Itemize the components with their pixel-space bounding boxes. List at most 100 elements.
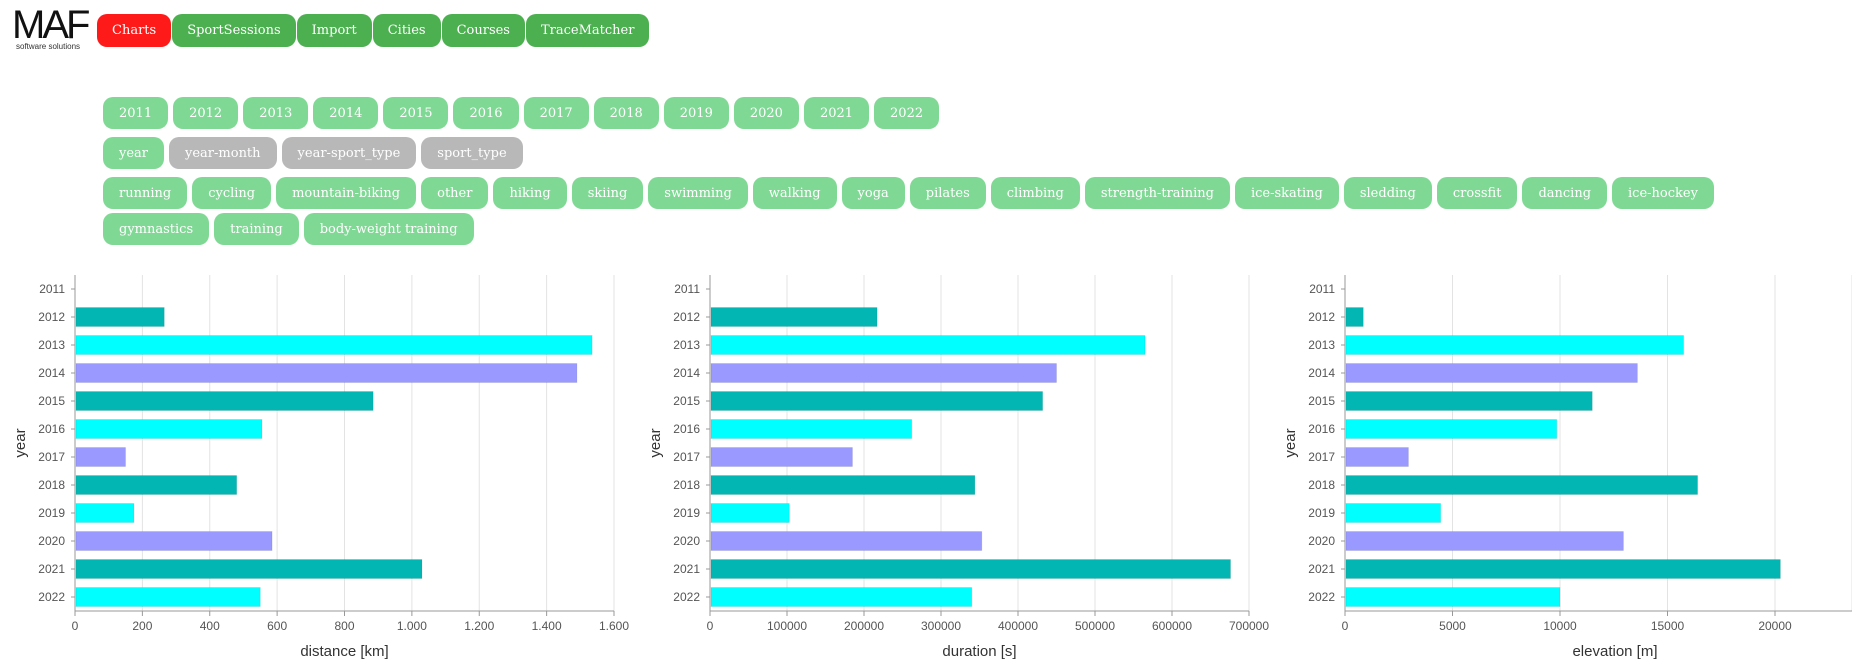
- bar-2022[interactable]: [710, 587, 973, 607]
- bar-2012[interactable]: [710, 307, 878, 327]
- year-filter-2016[interactable]: 2016: [453, 97, 519, 129]
- y-tick-label: 2019: [673, 506, 700, 520]
- nav-cities-button[interactable]: Cities: [372, 14, 441, 47]
- bar-2020[interactable]: [1345, 531, 1624, 551]
- bar-2021[interactable]: [1345, 559, 1781, 579]
- x-axis-title: distance [km]: [300, 643, 388, 660]
- bar-2019[interactable]: [1345, 503, 1442, 523]
- bar-2017[interactable]: [710, 447, 853, 467]
- sport-filter-ice-skating[interactable]: ice-skating: [1234, 177, 1339, 209]
- nav-sportsessions-button[interactable]: SportSessions: [172, 14, 296, 47]
- bar-2018[interactable]: [710, 475, 976, 495]
- sport-type-filter-row: running cycling mountain-biking other hiking…: [103, 177, 1803, 249]
- bar-2018[interactable]: [75, 475, 238, 495]
- y-tick-label: 2014: [38, 366, 65, 380]
- year-filter-2018[interactable]: 2018: [593, 97, 659, 129]
- year-filter-2012[interactable]: 2012: [173, 97, 239, 129]
- bar-2017[interactable]: [75, 447, 127, 467]
- bar-2020[interactable]: [710, 531, 983, 551]
- sport-filter-pilates[interactable]: pilates: [909, 177, 986, 209]
- nav-import-button[interactable]: Import: [296, 14, 372, 47]
- grouping-sport-type[interactable]: sport_type: [421, 137, 523, 169]
- bar-2018[interactable]: [1345, 475, 1699, 495]
- bar-2016[interactable]: [710, 419, 913, 439]
- year-filter-2014[interactable]: 2014: [313, 97, 379, 129]
- sport-filter-cycling[interactable]: cycling: [192, 177, 272, 209]
- bar-2016[interactable]: [75, 419, 263, 439]
- grouping-year-month[interactable]: year-month: [169, 137, 277, 169]
- x-tick-label: 1.600: [599, 619, 629, 633]
- sport-filter-strength-training[interactable]: strength-training: [1084, 177, 1230, 209]
- sport-filter-training[interactable]: training: [214, 213, 299, 245]
- sport-filter-ice-hockey[interactable]: ice-hockey: [1612, 177, 1714, 209]
- x-tick-label: 200: [132, 619, 152, 633]
- bar-2019[interactable]: [710, 503, 790, 523]
- sport-filter-yoga[interactable]: yoga: [841, 177, 905, 209]
- bar-2013[interactable]: [1345, 335, 1685, 355]
- grouping-year[interactable]: year: [103, 137, 165, 169]
- bar-2015[interactable]: [710, 391, 1044, 411]
- bar-2015[interactable]: [1345, 391, 1593, 411]
- year-filter-2013[interactable]: 2013: [243, 97, 309, 129]
- bar-2021[interactable]: [710, 559, 1232, 579]
- year-filter-2021[interactable]: 2021: [803, 97, 870, 129]
- top-bar: MAF software solutions Charts SportSessio…: [0, 0, 1852, 60]
- bar-2014[interactable]: [1345, 363, 1638, 383]
- y-tick-label: 2016: [673, 422, 700, 436]
- sport-filter-mountain-biking[interactable]: mountain-biking: [276, 177, 417, 209]
- x-tick-label: 1.200: [464, 619, 494, 633]
- sport-filter-climbing[interactable]: climbing: [990, 177, 1080, 209]
- x-tick-label: 600000: [1152, 619, 1192, 633]
- bar-2017[interactable]: [1345, 447, 1409, 467]
- x-tick-label: 500000: [1075, 619, 1115, 633]
- y-tick-label: 2015: [1308, 394, 1335, 408]
- y-tick-label: 2011: [1309, 282, 1335, 296]
- chart-duration: 2011 2012 2013 2014 2015 2016 2017 2018 2019 2020…: [647, 275, 1269, 660]
- x-tick-label: 5000: [1439, 619, 1466, 633]
- year-filter-2017[interactable]: 2017: [523, 97, 589, 129]
- chart-distance: 2011 2012 2013 2014 2015 2016 2017 2018 2019 2020…: [12, 275, 629, 660]
- nav-courses-button[interactable]: Courses: [441, 14, 525, 47]
- year-filter-2011[interactable]: 2011: [103, 97, 169, 129]
- y-tick-label: 2022: [1308, 590, 1335, 604]
- grouping-year-sport-type[interactable]: year-sport_type: [281, 137, 417, 169]
- bar-2013[interactable]: [710, 335, 1146, 355]
- sport-filter-other[interactable]: other: [421, 177, 489, 209]
- sport-filter-running[interactable]: running: [103, 177, 188, 209]
- bar-2012[interactable]: [1345, 307, 1364, 327]
- bar-2020[interactable]: [75, 531, 273, 551]
- x-tick-label: 100000: [767, 619, 807, 633]
- bar-2021[interactable]: [75, 559, 423, 579]
- sport-filter-dancing[interactable]: dancing: [1522, 177, 1608, 209]
- year-filter-2015[interactable]: 2015: [383, 97, 449, 129]
- year-filter-2022[interactable]: 2022: [874, 97, 940, 129]
- bar-2015[interactable]: [75, 391, 374, 411]
- bar-2019[interactable]: [75, 503, 135, 523]
- bar-2012[interactable]: [75, 307, 165, 327]
- bar-2014[interactable]: [710, 363, 1057, 383]
- bar-2022[interactable]: [1345, 587, 1561, 607]
- sport-filter-body-weight-training[interactable]: body-weight training: [303, 213, 474, 245]
- bar-2016[interactable]: [1345, 419, 1558, 439]
- nav-tracematcher-button[interactable]: TraceMatcher: [525, 14, 650, 47]
- y-tick-label: 2020: [673, 534, 700, 548]
- sport-filter-sledding[interactable]: sledding: [1343, 177, 1432, 209]
- year-filter-2020[interactable]: 2020: [733, 97, 799, 129]
- sport-filter-gymnastics[interactable]: gymnastics: [103, 213, 210, 245]
- nav-charts-button[interactable]: Charts: [97, 14, 172, 47]
- sport-filter-crossfit[interactable]: crossfit: [1436, 177, 1518, 209]
- x-tick-label: 200000: [844, 619, 884, 633]
- sport-filter-walking[interactable]: walking: [752, 177, 837, 209]
- bar-2022[interactable]: [75, 587, 261, 607]
- x-tick-label: 800: [334, 619, 354, 633]
- grouping-filter-row: year year-month year-sport_type sport_type: [103, 137, 1803, 173]
- bar-2014[interactable]: [75, 363, 578, 383]
- sport-filter-hiking[interactable]: hiking: [493, 177, 567, 209]
- maf-logo[interactable]: MAF software solutions: [12, 5, 92, 52]
- y-tick-label: 2014: [1308, 366, 1335, 380]
- year-filter-2019[interactable]: 2019: [663, 97, 729, 129]
- bar-2013[interactable]: [75, 335, 593, 355]
- y-tick-label: 2017: [1308, 450, 1335, 464]
- sport-filter-skiing[interactable]: skiing: [571, 177, 644, 209]
- sport-filter-swimming[interactable]: swimming: [648, 177, 748, 209]
